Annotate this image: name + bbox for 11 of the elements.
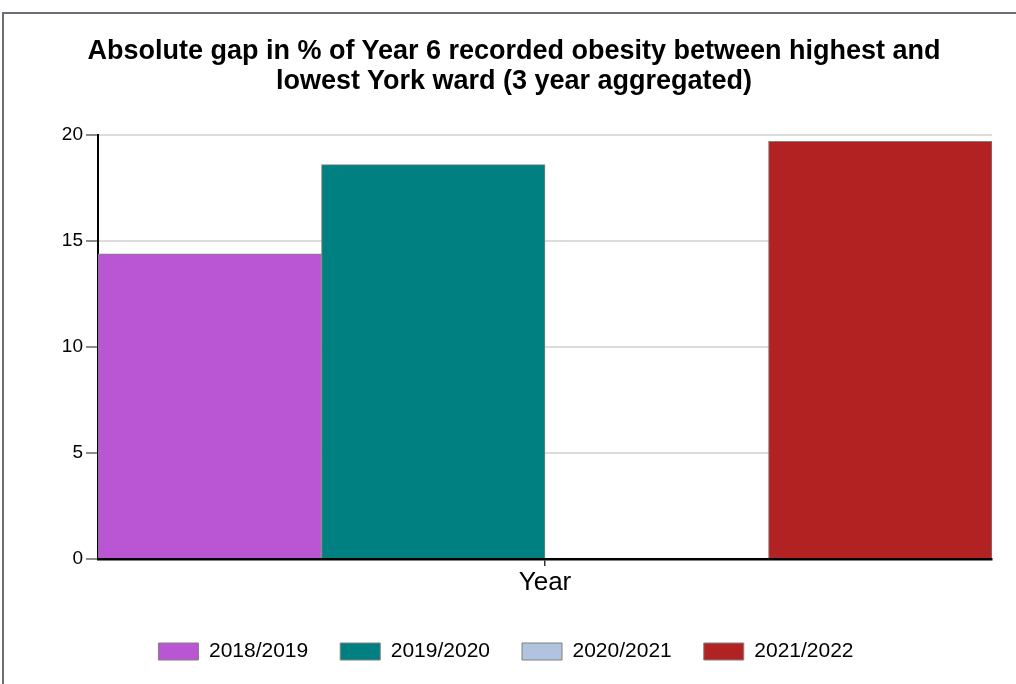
y-tick-label: 5	[72, 441, 83, 463]
legend-label: 2019/2020	[390, 638, 491, 662]
legend-label: 2020/2021	[572, 638, 672, 662]
y-tick-label: 10	[61, 335, 83, 357]
legend-label: 2018/2019	[208, 638, 309, 662]
legend-label: 2021/2022	[754, 638, 854, 662]
y-tick-label: 15	[61, 229, 83, 251]
x-axis-title: Year	[518, 565, 572, 596]
y-tick-label: 0	[72, 547, 83, 569]
y-tick-label: 20	[61, 123, 83, 145]
chart-title: Absolute gap in % of Year 6 recorded obesity between highest and lowest York ward (3 year aggregated)	[86, 35, 942, 95]
